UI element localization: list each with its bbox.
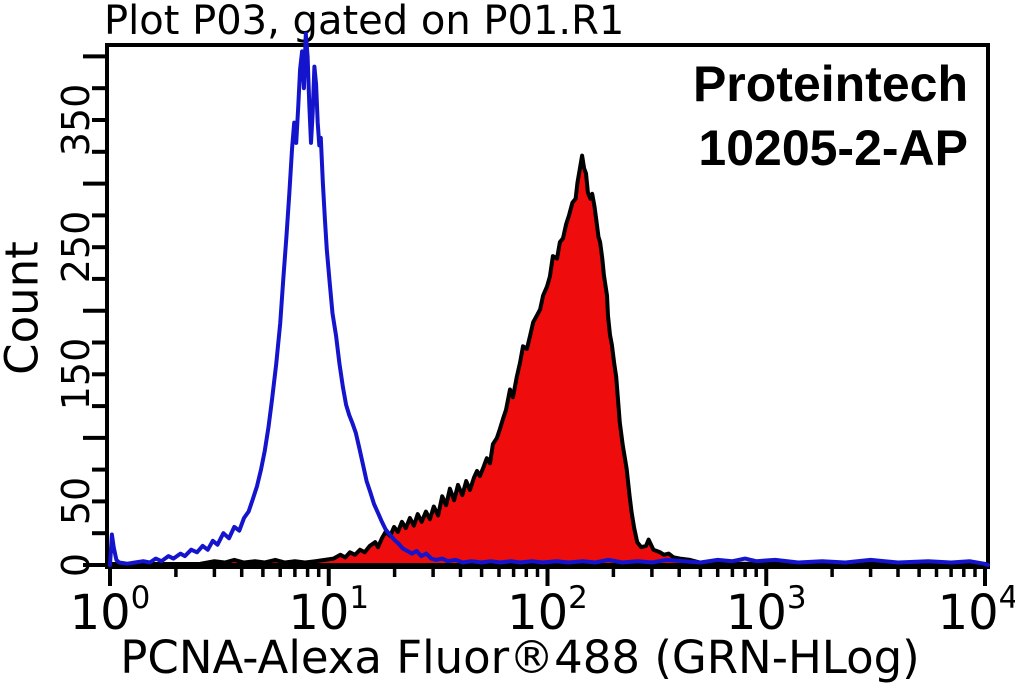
brand-name: Proteintech bbox=[692, 56, 968, 112]
x-tick-label: 102 bbox=[507, 580, 588, 641]
y-tick-label: 50 bbox=[54, 477, 98, 526]
control-histogram-curve bbox=[108, 31, 990, 567]
x-tick-label: 104 bbox=[937, 580, 1015, 641]
x-tick-label: 100 bbox=[69, 580, 151, 641]
x-tick-label: 103 bbox=[725, 580, 807, 641]
y-axis-title: Count bbox=[0, 241, 49, 375]
y-tick-label: 150 bbox=[54, 338, 98, 411]
pcna-filled-histogram bbox=[198, 153, 801, 567]
y-tick-label: 0 bbox=[54, 552, 98, 578]
x-tick-label: 101 bbox=[288, 580, 370, 641]
plot-title: Plot P03, gated on P01.R1 bbox=[104, 0, 625, 44]
y-tick-label: 250 bbox=[54, 210, 98, 284]
catalog-number: 10205-2-AP bbox=[698, 120, 968, 176]
antibody-annotation: Proteintech 10205-2-AP bbox=[693, 52, 968, 180]
y-tick-label: 350 bbox=[54, 83, 98, 157]
x-axis-title: PCNA-Alexa Fluor®488 (GRN-HLog) bbox=[120, 631, 920, 683]
